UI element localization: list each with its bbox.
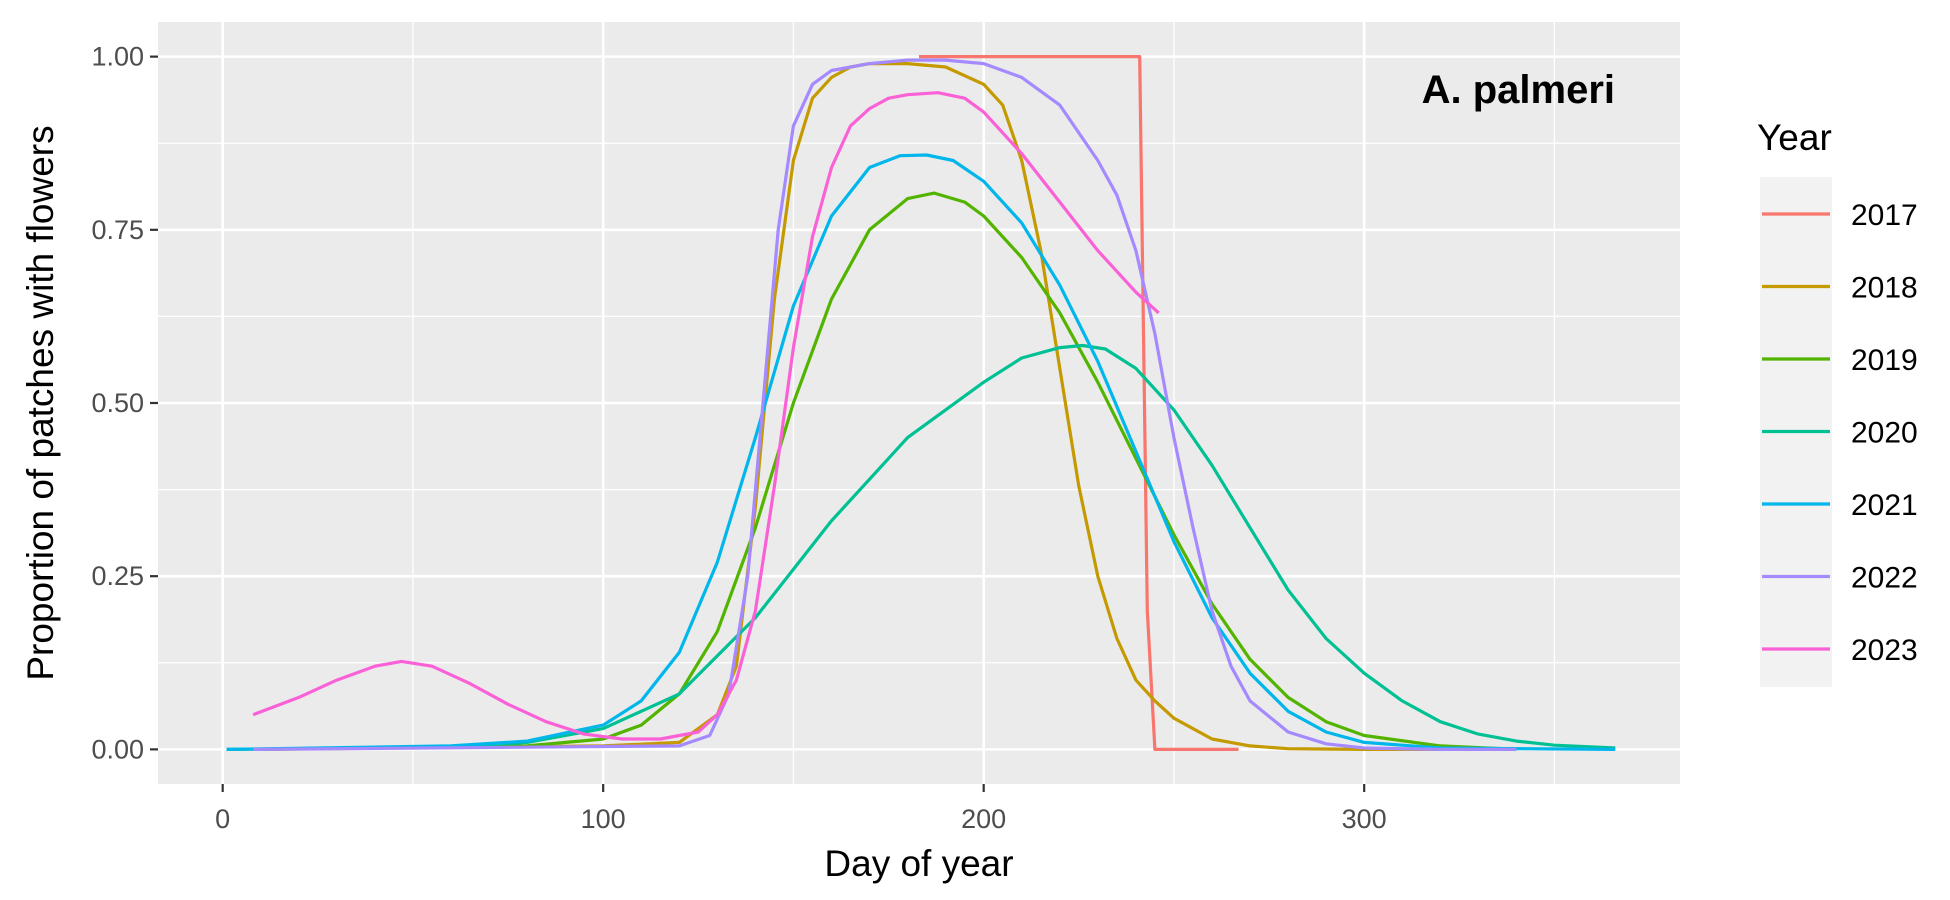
y-tick-label: 0.25 — [91, 561, 144, 591]
grid-major — [158, 22, 1680, 784]
legend: Year 2017 2018 2019 2020 2021 2022 2023 — [1757, 117, 1918, 687]
x-tick-label: 0 — [215, 804, 230, 834]
legend-label-2017: 2017 — [1851, 199, 1918, 232]
legend-label-2020: 2020 — [1851, 417, 1918, 450]
x-tick-label: 200 — [961, 804, 1006, 834]
legend-items: 2017 2018 2019 2020 2021 2022 2023 — [1762, 199, 1918, 667]
x-tick-label: 300 — [1342, 804, 1387, 834]
legend-label-2021: 2021 — [1851, 489, 1918, 522]
series-line-2022 — [253, 58, 1517, 752]
legend-label-2022: 2022 — [1851, 562, 1918, 595]
series-line-2019 — [253, 191, 1517, 751]
y-axis: 0.00 0.25 0.50 0.75 1.00 — [91, 42, 158, 764]
legend-label-2023: 2023 — [1851, 634, 1918, 667]
y-axis-title: Proportion of patches with flowers — [20, 125, 61, 680]
legend-label-2018: 2018 — [1851, 272, 1918, 305]
x-axis: 0 100 200 300 — [215, 784, 1387, 834]
series-line-2023 — [252, 91, 1160, 741]
y-tick-label: 0.00 — [91, 734, 144, 764]
y-tick-label: 0.75 — [91, 215, 144, 245]
series-layer — [226, 54, 1616, 752]
legend-title: Year — [1757, 117, 1832, 158]
y-tick-label: 1.00 — [91, 42, 144, 72]
chart-annotation: A. palmeri — [1422, 68, 1615, 112]
series-line-2020 — [226, 343, 1616, 751]
legend-label-2019: 2019 — [1851, 344, 1918, 377]
x-axis-title: Day of year — [824, 843, 1013, 884]
x-tick-label: 100 — [581, 804, 626, 834]
series-line-2021 — [226, 153, 1616, 751]
y-tick-label: 0.50 — [91, 388, 144, 418]
